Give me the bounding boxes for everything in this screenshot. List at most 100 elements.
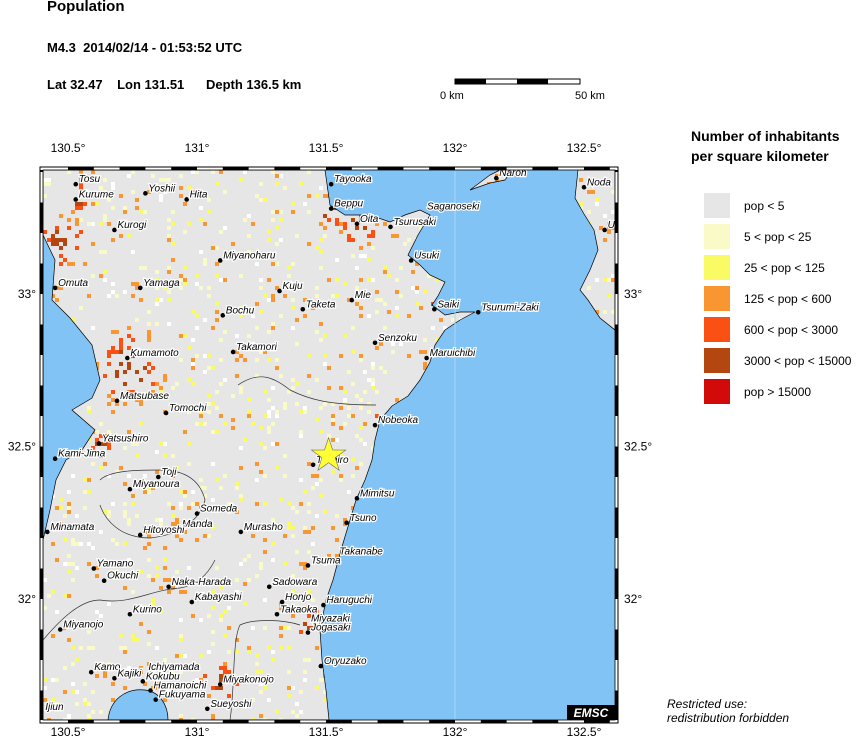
city-marker[interactable]: Kokubu xyxy=(140,670,181,684)
city-dot xyxy=(310,462,316,468)
city-marker[interactable]: Miyazaki xyxy=(310,612,352,626)
population-cell xyxy=(151,382,155,386)
population-cell xyxy=(167,322,171,326)
city-marker[interactable]: Matsubase xyxy=(114,390,171,404)
population-cell xyxy=(307,374,311,378)
population-cell xyxy=(191,366,195,370)
city-marker[interactable]: Oryuzako xyxy=(318,655,368,669)
city-marker[interactable]: Kurogi xyxy=(112,219,148,233)
city-marker[interactable]: Noda xyxy=(581,176,613,190)
city-marker[interactable]: Saganoseki xyxy=(426,200,482,214)
city-marker[interactable]: Yatsushiro xyxy=(96,432,150,446)
city-marker[interactable]: Oita xyxy=(354,213,380,227)
city-marker[interactable]: Yamaga xyxy=(137,277,181,291)
city-marker[interactable]: Fukuyama xyxy=(153,688,207,702)
city-marker[interactable]: Miyanojo xyxy=(57,618,105,632)
city-marker[interactable]: Yoshii xyxy=(143,182,177,196)
city-marker[interactable]: Toji xyxy=(156,466,179,480)
city-marker[interactable]: Takanabe xyxy=(338,545,384,559)
city-marker[interactable]: Mie xyxy=(349,289,373,303)
population-cell xyxy=(359,254,363,258)
population-cell xyxy=(287,502,291,506)
city-marker[interactable]: Hamanoichi xyxy=(148,679,208,693)
city-marker[interactable]: Yamano xyxy=(91,557,135,571)
city-marker[interactable]: Ijiun xyxy=(44,701,65,715)
city-label: U xyxy=(608,220,616,231)
city-marker[interactable]: Miyakonojo xyxy=(217,673,275,687)
legend-label: 125 < pop < 600 xyxy=(744,291,832,306)
population-cell xyxy=(55,242,59,246)
frame-tick xyxy=(40,202,43,233)
city-marker[interactable]: Kajiki xyxy=(112,667,143,681)
city-marker[interactable]: Tosu xyxy=(73,173,102,187)
legend-label: 25 < pop < 125 xyxy=(744,260,825,275)
city-marker[interactable]: Omuta xyxy=(52,277,90,291)
population-cell xyxy=(383,222,387,226)
city-marker[interactable]: Maruichibi xyxy=(424,347,477,361)
population-cell xyxy=(183,590,187,594)
population-cell xyxy=(155,382,159,386)
population-cell xyxy=(59,262,63,266)
city-marker[interactable]: Murasho xyxy=(238,521,284,535)
population-cell xyxy=(175,466,179,470)
city-marker[interactable]: Tsuma xyxy=(305,554,342,568)
population-cell xyxy=(119,342,123,346)
city-marker[interactable]: Hitoyoshi xyxy=(137,524,186,538)
population-cell xyxy=(155,270,159,274)
city-marker[interactable]: Tomochi xyxy=(163,402,208,416)
city-marker[interactable]: Sadowara xyxy=(266,576,319,590)
city-marker[interactable]: Nobeoka xyxy=(372,414,420,428)
population-cell xyxy=(75,690,79,694)
city-marker[interactable]: Tayooka xyxy=(328,173,373,187)
population-cell xyxy=(43,686,47,690)
city-marker[interactable]: Kumamoto xyxy=(125,347,180,361)
population-cell xyxy=(147,334,151,338)
population-cell xyxy=(191,170,195,174)
population-cell xyxy=(279,218,283,222)
city-marker[interactable]: Kabayashi xyxy=(189,591,244,605)
city-marker[interactable]: Sueyoshi xyxy=(205,698,253,712)
city-marker[interactable]: Kurume xyxy=(73,188,115,202)
city-marker[interactable]: Honjo xyxy=(279,591,313,605)
city-marker[interactable]: Ichiyamada xyxy=(147,661,201,675)
population-cell xyxy=(219,278,223,282)
city-marker[interactable]: Miyanoharu xyxy=(217,249,277,263)
city-marker[interactable]: Kamo xyxy=(88,661,122,675)
city-marker[interactable]: Beppu xyxy=(328,197,365,211)
city-marker[interactable]: Naka-Harada xyxy=(166,576,233,590)
population-cell xyxy=(171,522,175,526)
city-marker[interactable]: Miyanoura xyxy=(127,478,181,492)
city-marker[interactable]: Takamori xyxy=(230,341,279,355)
city-marker[interactable]: Tsuno xyxy=(344,512,378,526)
city-marker[interactable]: Senzoku xyxy=(372,332,419,346)
city-marker[interactable]: Saiki xyxy=(432,298,461,312)
population-cell xyxy=(159,198,163,202)
city-marker[interactable]: Kurino xyxy=(127,603,164,617)
city-marker[interactable]: Jogasaki xyxy=(305,621,352,635)
city-marker[interactable]: Kuju xyxy=(277,280,304,294)
city-marker[interactable]: Kami-Jima xyxy=(52,447,107,462)
population-cell xyxy=(187,410,191,414)
population-cell xyxy=(135,318,139,322)
city-marker[interactable]: Manda xyxy=(181,518,215,532)
city-marker[interactable]: Naroh xyxy=(493,168,528,181)
city-label: Sadowara xyxy=(272,577,317,588)
city-marker[interactable]: Minamata xyxy=(45,521,96,535)
city-marker[interactable]: U xyxy=(602,219,616,233)
city-marker[interactable]: Okuchi xyxy=(101,569,140,583)
city-marker[interactable]: Tsurumi-Zaki xyxy=(475,301,541,315)
city-marker[interactable]: Haruguchi xyxy=(321,594,374,608)
city-marker[interactable]: Usuki xyxy=(408,249,441,263)
population-cell xyxy=(239,274,243,278)
city-marker[interactable]: Tsurusaki xyxy=(388,216,438,230)
city-marker[interactable]: Bochu xyxy=(220,304,256,318)
city-marker[interactable]: Hita xyxy=(184,188,209,202)
population-cell xyxy=(255,302,259,306)
city-marker[interactable]: Takaoka xyxy=(274,603,319,617)
city-marker[interactable]: Someda xyxy=(194,502,239,516)
city-marker[interactable]: Taketa xyxy=(300,298,337,312)
city-marker[interactable]: Mimitsu xyxy=(354,487,396,501)
population-cell xyxy=(359,214,363,218)
population-cell xyxy=(179,274,183,278)
